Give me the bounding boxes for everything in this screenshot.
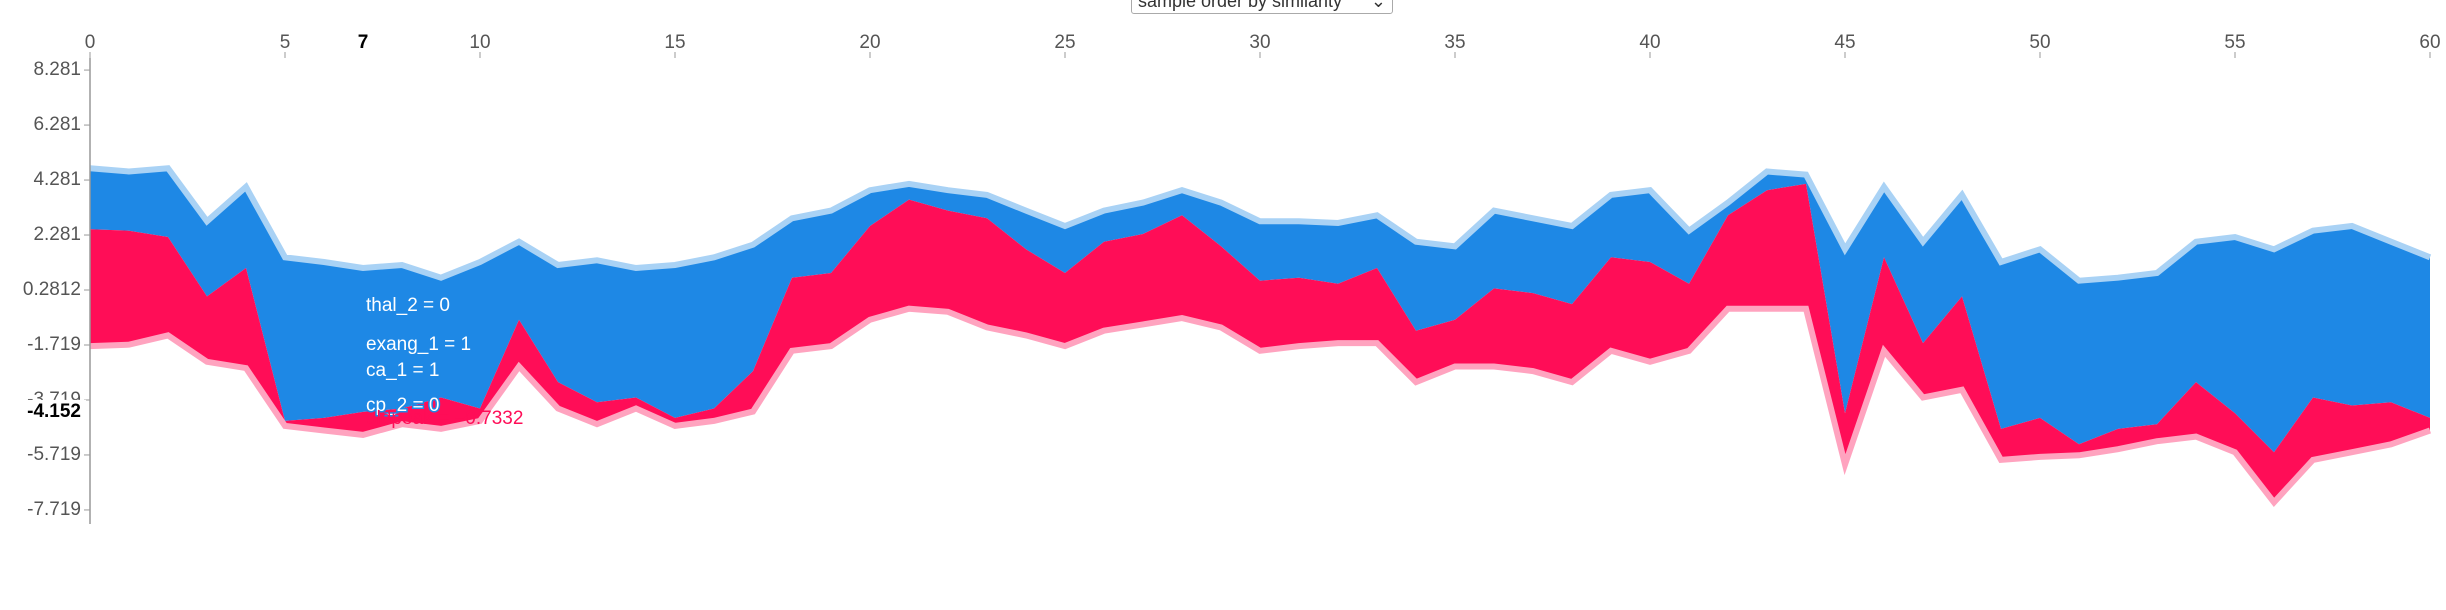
x-tick-label: 55 [2224, 32, 2245, 53]
y-tick-label: -1.719 [27, 334, 81, 355]
feature-label: ca_1 = 1 [366, 360, 439, 381]
y-tick-label: 2.281 [33, 224, 81, 245]
negative-edge [89, 165, 2432, 284]
x-tick-label: 60 [2419, 32, 2440, 53]
highlight-y-label: -4.152 [27, 401, 81, 422]
ordering-label: sample order by similarity [1138, 0, 1343, 11]
x-tick-label: 30 [1249, 32, 1270, 53]
x-tick-label: 10 [469, 32, 490, 53]
y-tick-label: -7.719 [27, 499, 81, 520]
x-tick-label: 15 [664, 32, 685, 53]
y-tick-label: 8.281 [33, 59, 81, 80]
y-tick-label: 0.2812 [23, 279, 81, 300]
feature-label: oldpeak = −0.7332 [366, 408, 523, 429]
feature-label: cp_2 = 0 [366, 395, 439, 416]
x-tick-label: 20 [859, 32, 880, 53]
feature-label: exang_1 = 1 [366, 334, 471, 355]
x-tick-label: 5 [280, 32, 291, 53]
feature-label: thal_2 = 0 [366, 295, 450, 316]
y-tick-label: 4.281 [33, 169, 81, 190]
y-tick-label: 6.281 [33, 114, 81, 135]
x-tick-label: 25 [1054, 32, 1075, 53]
x-tick-label: 45 [1834, 32, 1855, 53]
negative-area [90, 168, 2430, 453]
ordering-dropdown[interactable]: sample order by similarity ⌄ [1131, 0, 1393, 14]
x-tick-label: 40 [1639, 32, 1660, 53]
x-tick-label: 0 [85, 32, 96, 53]
highlight-x-label: 7 [358, 32, 369, 53]
y-tick-label: -5.719 [27, 444, 81, 465]
x-tick-label: 35 [1444, 32, 1465, 53]
positive-edge [89, 305, 2432, 507]
highlight-y-bg [20, 399, 86, 424]
x-tick-label: 50 [2029, 32, 2050, 53]
